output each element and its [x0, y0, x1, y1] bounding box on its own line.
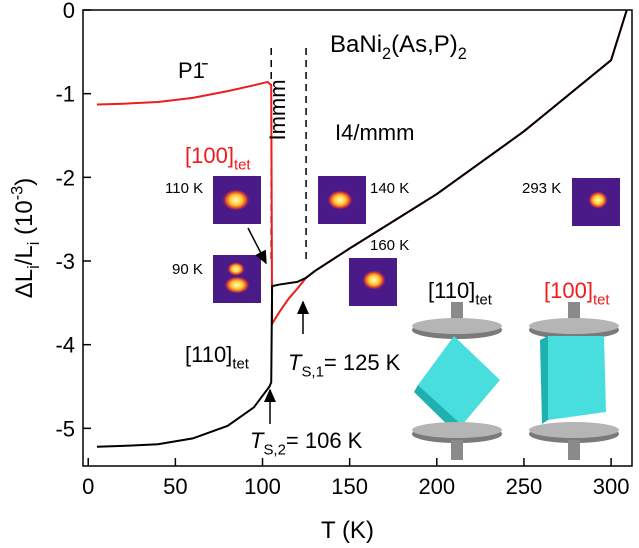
text-part: [100]: [185, 143, 234, 168]
xray-spot: [362, 270, 386, 290]
y-tick-label: -3: [55, 249, 75, 274]
text-part: tet: [232, 356, 249, 373]
y-tick-label: -4: [55, 333, 75, 358]
text-part: [110]: [185, 342, 232, 367]
text-part: -3: [8, 186, 26, 201]
annotation: [110]tet: [185, 342, 250, 373]
xray-spot: [224, 276, 250, 294]
text-part: ΔL: [11, 269, 38, 298]
plate: [412, 422, 502, 438]
data-line: [96, 9, 628, 448]
annotation: 293 K: [522, 180, 561, 197]
text-part: i: [25, 265, 43, 269]
arrows: [247, 227, 309, 424]
text-part: 90 K: [172, 261, 203, 278]
text-part: ): [11, 178, 38, 186]
annotation: 110 K: [165, 180, 203, 197]
text-part: 110 K: [165, 180, 203, 197]
xray-spot: [327, 190, 353, 210]
annotation: [100]tet: [185, 143, 251, 174]
text-part: tet: [234, 157, 251, 174]
y-tick-label: -2: [55, 165, 75, 190]
xray-spot: [227, 262, 245, 276]
text-part: 140 K: [370, 180, 409, 197]
text-part: S,2: [263, 442, 285, 459]
crystal-side: [540, 336, 548, 424]
text-part: P1̄: [178, 58, 208, 83]
text-part: S,1: [301, 364, 323, 381]
text-part: 160 K: [370, 237, 409, 254]
arrow: [247, 227, 267, 265]
crystal: [418, 336, 500, 425]
text-part: T: [250, 428, 265, 453]
x-tick-label: 50: [163, 474, 187, 499]
xray-spot: [588, 191, 608, 209]
text-part: = 125 K: [324, 350, 401, 375]
y-axis-label: ΔLi/Li (10-3): [8, 178, 43, 299]
y-tick-label: 0: [63, 0, 75, 23]
annotation: [100]tet: [544, 278, 610, 309]
plot-frame: [82, 9, 633, 467]
annotation: BaNi2(As,P)2: [330, 31, 467, 63]
x-tick-label: 100: [244, 474, 281, 499]
annotation: 160 K: [370, 237, 409, 254]
text-part: (10: [11, 200, 38, 241]
x-tick-label: 0: [82, 474, 94, 499]
text-part: [110]: [428, 278, 475, 303]
text-part: /L: [11, 245, 38, 265]
annotation: I4/mmm: [335, 120, 414, 145]
x-tick-label: 300: [593, 474, 630, 499]
text-part: tet: [593, 292, 610, 309]
x-axis-label: T (K): [321, 517, 374, 544]
annotation: TS,2= 106 K: [250, 428, 363, 459]
text-part: T: [288, 350, 303, 375]
sample-images: [213, 176, 620, 306]
plate: [529, 422, 619, 438]
sample-sketches: [412, 302, 619, 460]
rod: [451, 440, 463, 460]
text-part: 2: [458, 45, 467, 63]
y-tick-label: -1: [55, 82, 75, 107]
text-part: 293 K: [522, 180, 561, 197]
text-part: tet: [475, 292, 492, 309]
xray-spot: [222, 189, 250, 211]
text-part: (As,P): [391, 31, 458, 58]
annotation: TS,1= 125 K: [288, 350, 401, 381]
annotation: 140 K: [370, 180, 409, 197]
text-part: [100]: [544, 278, 593, 303]
annotation: 90 K: [172, 261, 203, 278]
annotation: P1̄: [178, 58, 208, 83]
y-tick-label: -5: [55, 416, 75, 441]
text-part: i: [25, 242, 43, 246]
x-tick-label: 200: [418, 474, 455, 499]
plate: [529, 318, 619, 334]
plate: [412, 318, 502, 334]
annotation: [110]tet: [428, 278, 493, 309]
text-part: I4/mmm: [335, 120, 414, 145]
annotation: Immm: [265, 79, 290, 140]
crystal: [548, 336, 606, 420]
text-part: 2: [382, 45, 391, 63]
text-part: Immm: [265, 79, 290, 140]
x-tick-label: 150: [331, 474, 368, 499]
text-part: BaNi: [330, 31, 382, 58]
rod: [568, 440, 580, 460]
text-part: = 106 K: [286, 428, 363, 453]
x-tick-label: 250: [506, 474, 543, 499]
